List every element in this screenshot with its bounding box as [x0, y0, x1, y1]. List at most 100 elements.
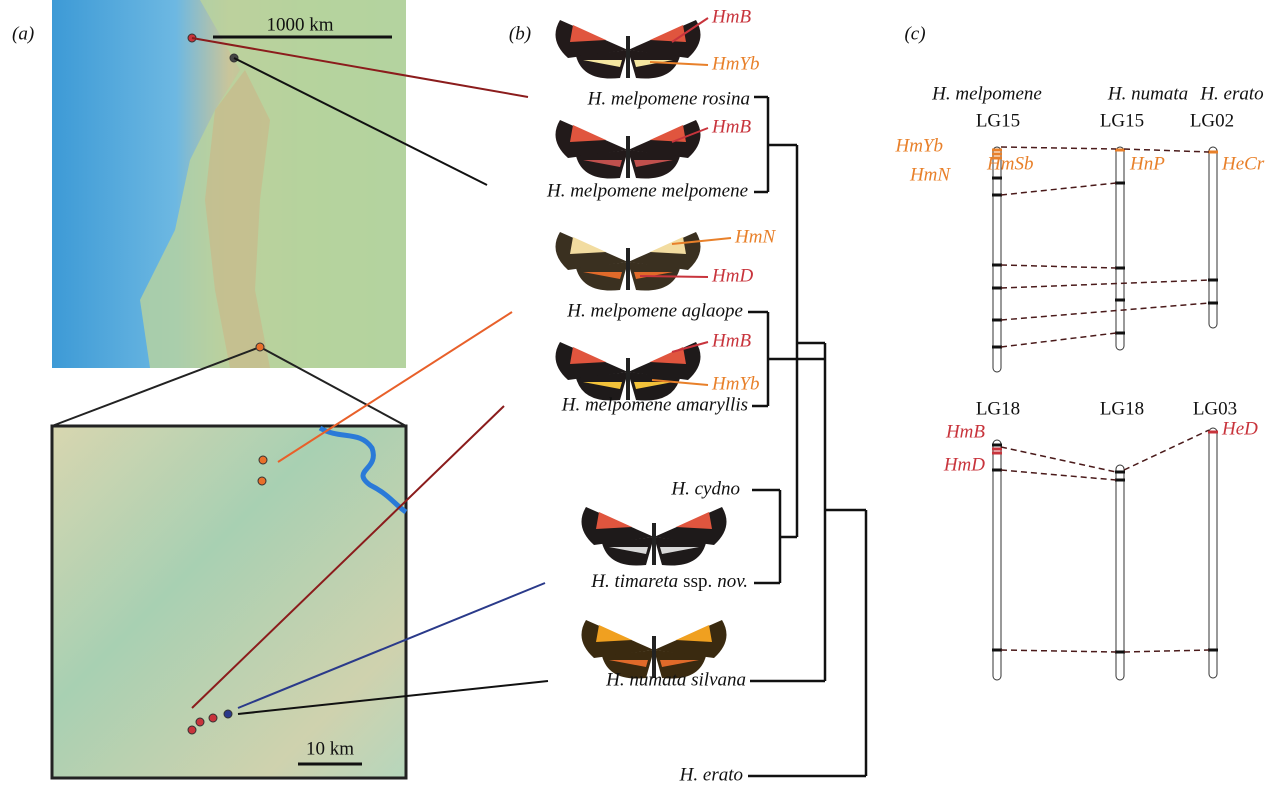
locus-label: HmN — [909, 164, 951, 185]
hindwings — [576, 150, 680, 179]
line — [1000, 332, 1117, 348]
marker — [1208, 430, 1218, 434]
taxon-rank: ssp. — [683, 571, 712, 592]
marker — [992, 152, 1002, 156]
butterfly — [581, 507, 727, 566]
line — [1123, 649, 1210, 653]
locus-label: HmB — [711, 330, 751, 351]
marker — [1208, 301, 1218, 305]
line — [1000, 469, 1117, 481]
taxon-label: H. timareta ssp. nov. — [590, 571, 748, 592]
locality — [255, 342, 265, 352]
chromosome — [1115, 146, 1125, 351]
chromosome — [1115, 464, 1125, 681]
marker — [992, 443, 1002, 447]
line — [671, 127, 709, 143]
marker — [1208, 150, 1218, 154]
butterfly — [555, 120, 701, 179]
marker — [1115, 298, 1125, 302]
scale-label: 1000 km — [266, 14, 333, 35]
butterfly — [581, 620, 727, 679]
hindwing-band — [583, 160, 673, 167]
species-label: H. erato — [1199, 83, 1263, 104]
hindwing-band — [609, 547, 699, 554]
locus-label: HmB — [945, 421, 985, 442]
body — [626, 136, 630, 178]
line — [233, 57, 488, 186]
marker — [992, 318, 1002, 322]
forewing-band — [596, 512, 712, 529]
forewing-band — [596, 625, 712, 642]
locus-label: HmB — [711, 116, 751, 137]
marker — [1208, 278, 1218, 282]
marker — [992, 468, 1002, 472]
marker — [992, 451, 1002, 455]
butterfly — [555, 342, 701, 401]
forewings — [555, 232, 701, 270]
locus-label: HmYb — [711, 373, 760, 394]
chromosome — [992, 439, 1002, 681]
marker — [1115, 470, 1125, 474]
line — [671, 17, 709, 43]
body — [652, 636, 656, 678]
marker — [1115, 650, 1125, 654]
line — [649, 61, 709, 66]
forewing-band — [570, 25, 686, 42]
body — [626, 36, 630, 78]
marker — [992, 345, 1002, 349]
hindwings — [602, 650, 706, 679]
hindwings — [576, 50, 680, 79]
line — [1123, 148, 1210, 153]
species-label: H. melpomene — [931, 83, 1042, 104]
line — [191, 37, 529, 98]
taxon-label: H. melpomene aglaope — [566, 300, 743, 321]
marker — [992, 263, 1002, 267]
locus-label: HmYb — [711, 53, 760, 74]
panel-label: (c) — [904, 23, 925, 44]
taxon-label: H. melpomene amaryllis — [561, 394, 748, 415]
marker — [992, 447, 1002, 451]
locus-label: HmD — [943, 454, 985, 475]
line — [1000, 649, 1117, 653]
locality — [223, 709, 233, 719]
locus-label: HeD — [1221, 418, 1258, 439]
marker — [992, 193, 1002, 197]
lg-label: LG15 — [976, 110, 1020, 131]
taxon-label: H. numata silvana — [605, 669, 746, 690]
hindwing-band — [609, 660, 699, 667]
forewing-band — [570, 347, 686, 364]
species-label: H. numata — [1107, 83, 1188, 104]
locality — [208, 713, 218, 723]
lg-label: LG18 — [976, 398, 1020, 419]
map-inset — [50, 424, 408, 780]
chromosome — [1208, 427, 1218, 679]
forewing-band — [570, 237, 686, 254]
marker — [1115, 181, 1125, 185]
taxon-name: H. timareta — [590, 571, 678, 592]
map-land — [140, 0, 406, 368]
locus-label: HmN — [734, 226, 776, 247]
line — [1123, 429, 1210, 471]
locus-label: HmSb — [986, 153, 1033, 174]
forewings — [555, 342, 701, 380]
line — [651, 379, 709, 386]
locality — [258, 455, 268, 465]
line — [51, 346, 261, 427]
marker — [992, 648, 1002, 652]
lg-label: LG02 — [1190, 110, 1234, 131]
panel-label: (b) — [509, 23, 531, 44]
scale-label: 10 km — [306, 738, 354, 759]
forewings — [581, 620, 727, 658]
locus-label: HnP — [1129, 153, 1165, 174]
marker — [1115, 331, 1125, 335]
chromosome — [992, 146, 1002, 373]
line — [191, 405, 505, 709]
line — [639, 275, 709, 278]
line — [1000, 182, 1117, 196]
taxon-label: H. melpomene melpomene — [546, 180, 748, 201]
locality — [257, 476, 267, 486]
marker — [1115, 478, 1125, 482]
line — [259, 346, 407, 427]
forewing-band — [570, 125, 686, 142]
